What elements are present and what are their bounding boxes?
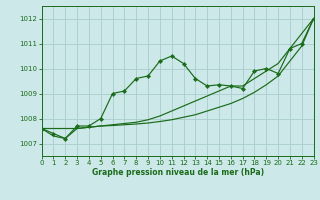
X-axis label: Graphe pression niveau de la mer (hPa): Graphe pression niveau de la mer (hPa) [92, 168, 264, 177]
